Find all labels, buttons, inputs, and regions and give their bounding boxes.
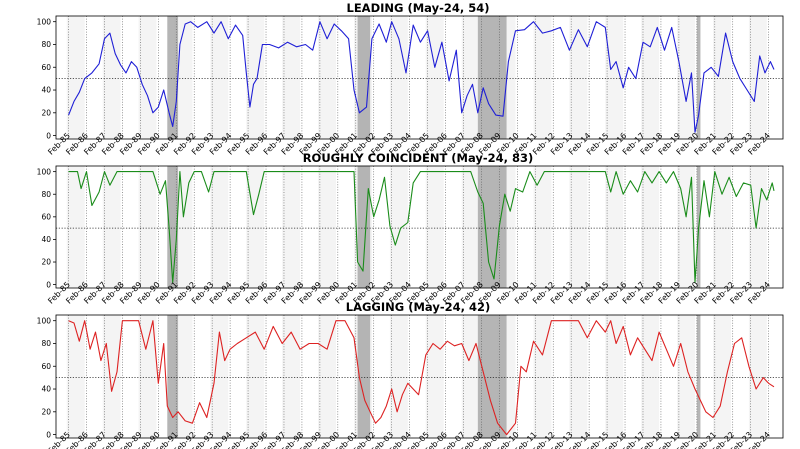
leading-plot: 020406080100Feb-85Feb-86Feb-87Feb-88Feb-… — [37, 15, 784, 157]
lagging-year-band — [318, 315, 337, 438]
coincident-y-tick-label: 60 — [41, 213, 51, 222]
coincident-plot: 020406080100Feb-85Feb-86Feb-87Feb-88Feb-… — [37, 165, 784, 306]
lagging-plot: 020406080100Feb-85Feb-86Feb-87Feb-88Feb-… — [37, 314, 784, 449]
coincident-y-tick-label: 80 — [41, 190, 51, 199]
coincident-y-tick-label: 0 — [46, 280, 51, 289]
leading-y-tick-label: 100 — [37, 17, 52, 26]
lagging-y-tick-label: 20 — [41, 408, 51, 417]
coincident-year-band — [605, 166, 624, 288]
lagging-year-band — [246, 315, 265, 438]
lagging-year-band — [712, 315, 731, 438]
lagging-year-band — [748, 315, 767, 438]
lagging-recession-band — [477, 315, 507, 438]
coincident-y-tick-label: 20 — [41, 258, 51, 267]
coincident-year-band — [677, 166, 696, 288]
lagging-year-band — [102, 315, 121, 438]
leading-year-band — [641, 16, 660, 139]
lagging-recession-band — [696, 315, 701, 438]
leading-year-band — [748, 16, 767, 139]
leading-year-band — [677, 16, 696, 139]
lagging-y-tick-label: 0 — [46, 430, 51, 439]
coincident-year-band — [282, 166, 301, 288]
leading-year-band — [389, 16, 408, 139]
coincident-year-band — [425, 166, 444, 288]
leading-y-tick-label: 40 — [41, 86, 51, 95]
leading-y-tick-label: 0 — [46, 131, 51, 140]
coincident-year-band — [641, 166, 660, 288]
lagging-y-tick-label: 40 — [41, 385, 51, 394]
lagging-year-band — [533, 315, 552, 438]
coincident-year-band — [389, 166, 408, 288]
leading-year-band — [210, 16, 229, 139]
coincident-series-line — [68, 171, 775, 283]
lagging-year-band — [282, 315, 301, 438]
coincident-year-band — [569, 166, 588, 288]
leading-year-band — [282, 16, 301, 139]
coincident-year-band — [210, 166, 229, 288]
leading-y-tick-label: 80 — [41, 40, 51, 49]
lagging-year-band — [66, 315, 85, 438]
leading-recession-band — [696, 16, 701, 139]
lagging-axes-frame — [55, 314, 784, 439]
lagging-year-band — [389, 315, 408, 438]
coincident-recession-band — [357, 166, 371, 288]
lagging-y-tick-label: 60 — [41, 362, 51, 371]
coincident-panel: ROUGHLY COINCIDENT (May-24, 83) 0 20 40 60 8… — [37, 151, 784, 306]
lagging-year-band — [569, 315, 588, 438]
leading-title: LEADING (May-24, 54) — [347, 1, 490, 15]
coincident-axes-frame — [55, 165, 784, 289]
lagging-year-band — [138, 315, 157, 438]
coincident-year-band — [712, 166, 731, 288]
leading-recession-band — [167, 16, 179, 139]
leading-year-band — [318, 16, 337, 139]
lagging-recession-band — [167, 315, 179, 438]
lagging-y-tick-label: 100 — [37, 316, 52, 325]
lagging-year-band — [461, 315, 480, 438]
lagging-year-band — [605, 315, 624, 438]
coincident-year-band — [66, 166, 85, 288]
leading-year-band — [533, 16, 552, 139]
leading-year-band — [138, 16, 157, 139]
leading-year-band — [712, 16, 731, 139]
coincident-title: ROUGHLY COINCIDENT (May-24, 83) — [303, 151, 534, 165]
leading-y-tick-label: 20 — [41, 109, 51, 118]
coincident-y-tick-label: 100 — [37, 167, 52, 176]
lagging-title: LAGGING (May-24, 42) — [346, 300, 490, 314]
coincident-year-band — [318, 166, 337, 288]
leading-y-tick-label: 60 — [41, 63, 51, 72]
lagging-panel: LAGGING (May-24, 42) 020406080100Feb-85F… — [37, 300, 784, 449]
leading-year-band — [569, 16, 588, 139]
coincident-year-band — [461, 166, 480, 288]
lagging-year-band — [210, 315, 229, 438]
leading-year-band — [174, 16, 193, 139]
coincident-year-band — [533, 166, 552, 288]
coincident-recession-band — [167, 166, 179, 288]
lagging-year-band — [174, 315, 193, 438]
lagging-year-band — [425, 315, 444, 438]
leading-year-band — [605, 16, 624, 139]
lagging-recession-band — [357, 315, 371, 438]
leading-recession-band — [357, 16, 371, 139]
lagging-year-band — [641, 315, 660, 438]
coincident-year-band — [102, 166, 121, 288]
leading-year-band — [461, 16, 480, 139]
lagging-year-band — [677, 315, 696, 438]
leading-year-band — [102, 16, 121, 139]
coincident-year-band — [748, 166, 767, 288]
coincident-year-band — [138, 166, 157, 288]
lagging-y-tick-label: 80 — [41, 339, 51, 348]
coincident-y-tick-label: 40 — [41, 235, 51, 244]
leading-axes-frame — [55, 15, 784, 140]
coincident-recession-band — [477, 166, 507, 288]
leading-year-band — [246, 16, 265, 139]
lagging-series-line — [68, 320, 775, 436]
leading-panel: LEADING (May-24, 54) 020406080100Feb-85F… — [37, 1, 784, 157]
leading-recession-band — [477, 16, 507, 139]
leading-series-line — [68, 21, 775, 133]
leading-year-band — [66, 16, 85, 139]
